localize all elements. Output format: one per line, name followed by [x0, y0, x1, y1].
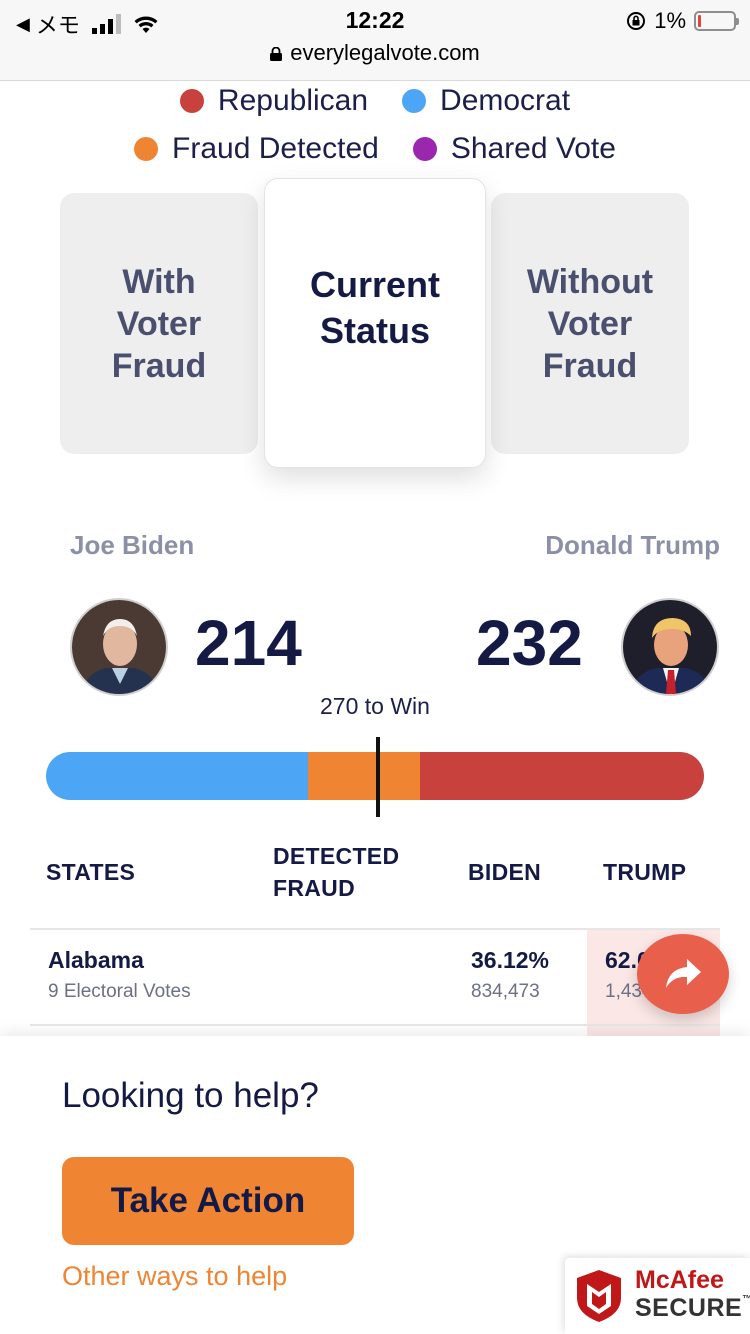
battery-icon	[694, 11, 739, 31]
header-detected-line1: DETECTED	[273, 843, 400, 869]
legend-row-1: Republican Democrat	[0, 84, 750, 118]
biden-vote-count: 834,473	[471, 981, 540, 1002]
mcafee-shield-icon	[577, 1270, 621, 1322]
card-label: Without Voter Fraud	[526, 262, 654, 385]
status-left: ◀ メモ	[16, 8, 159, 40]
state-electoral-votes: 9 Electoral Votes	[48, 981, 191, 1002]
biden-name: Joe Biden	[70, 530, 195, 560]
legend-row-2: Fraud Detected Shared Vote	[0, 132, 750, 166]
trump-electoral-votes: 232	[476, 607, 583, 679]
rotation-lock-icon	[627, 12, 646, 30]
trump-name: Donald Trump	[545, 530, 720, 560]
battery-percent: 1%	[654, 8, 686, 33]
trademark: ™	[742, 1294, 750, 1305]
status-bar: ◀ メモ 12:22 1% everylegalvote.com	[0, 0, 750, 81]
fraud-segment	[307, 752, 421, 800]
header-detected-fraud: DETECTED FRAUD	[273, 840, 399, 904]
header-biden: BIDEN	[468, 859, 542, 885]
help-title: Looking to help?	[62, 1076, 319, 1115]
democrat-dot-icon	[402, 89, 427, 113]
trump-portrait-icon	[623, 600, 717, 694]
header-detected-line2: FRAUD	[273, 875, 355, 901]
legend-label: Shared Vote	[450, 132, 616, 165]
legend-democrat: Democrat	[402, 84, 570, 118]
table-divider	[30, 928, 720, 930]
biden-portrait-icon	[72, 600, 166, 694]
legend-republican: Republican	[179, 84, 369, 118]
back-to-app-icon[interactable]: ◀	[16, 13, 30, 34]
state-name-alabama[interactable]: Alabama	[48, 947, 144, 973]
shared-vote-dot-icon	[412, 137, 437, 161]
status-right: 1%	[626, 8, 739, 34]
trump-avatar	[621, 598, 719, 696]
wifi-icon	[134, 16, 158, 33]
clock: 12:22	[345, 7, 405, 33]
take-action-button[interactable]: Take Action	[62, 1157, 354, 1245]
mcafee-brand: McAfee	[635, 1266, 724, 1294]
republican-dot-icon	[179, 89, 204, 113]
signal-strength-icon	[91, 14, 121, 34]
url-text: everylegalvote.com	[290, 40, 480, 65]
header-states: STATES	[46, 859, 136, 885]
mcafee-secure-badge[interactable]: McAfee SECURE™	[565, 1258, 750, 1334]
card-label: With Voter Fraud	[111, 262, 207, 385]
legend-fraud-detected: Fraud Detected	[134, 132, 379, 166]
current-status-card[interactable]: Current Status	[264, 178, 486, 468]
padlock-icon	[270, 47, 283, 61]
democrat-segment	[46, 752, 308, 800]
card-label: Current Status	[309, 264, 440, 351]
electoral-vote-bar	[46, 752, 704, 800]
without-voter-fraud-card[interactable]: Without Voter Fraud	[491, 193, 689, 454]
biden-electoral-votes: 214	[195, 607, 302, 679]
legend-label: Fraud Detected	[172, 132, 379, 165]
table-divider	[30, 1024, 720, 1026]
mcafee-secure-text: SECURE	[635, 1294, 743, 1322]
republican-segment	[420, 752, 704, 800]
biden-percent: 36.12%	[471, 947, 550, 973]
other-ways-link[interactable]: Other ways to help	[62, 1261, 288, 1291]
share-button[interactable]	[637, 934, 729, 1014]
with-voter-fraud-card[interactable]: With Voter Fraud	[60, 193, 258, 454]
to-win-label: 270 to Win	[320, 693, 430, 719]
mcafee-secure-label: SECURE™	[635, 1294, 750, 1323]
share-arrow-icon	[666, 959, 701, 988]
legend-label: Democrat	[440, 84, 571, 117]
biden-avatar	[70, 598, 168, 696]
win-threshold-marker	[376, 737, 380, 817]
header-trump: TRUMP	[603, 859, 687, 885]
fraud-dot-icon	[134, 137, 159, 161]
carrier-label: メモ	[35, 13, 80, 38]
legend-shared-vote: Shared Vote	[412, 132, 616, 166]
legend-label: Republican	[217, 84, 369, 117]
address-bar[interactable]: everylegalvote.com	[0, 40, 750, 66]
